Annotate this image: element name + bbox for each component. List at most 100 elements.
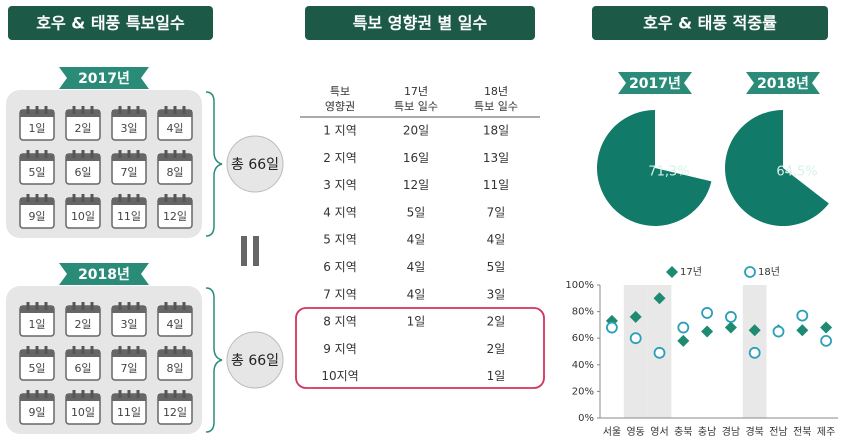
x-tick-label: 제주 <box>817 426 835 438</box>
ribbon <box>59 67 149 89</box>
table-cell: 4일 <box>487 233 506 247</box>
calendar-ring <box>44 302 48 310</box>
y-tick-label: 100% <box>565 280 594 291</box>
table-cell: 2일 <box>487 315 506 329</box>
calendar-ring <box>118 346 122 354</box>
calendar-ring <box>81 194 85 202</box>
table-cell: 2 지역 <box>323 151 357 165</box>
diamond-marker <box>748 324 761 337</box>
table-header: 특보 <box>330 85 350 98</box>
calendar-ring <box>118 106 122 114</box>
calendar-ring <box>72 346 76 354</box>
calendar-ring <box>44 390 48 398</box>
calendar-ring <box>127 302 131 310</box>
x-tick-label: 충북 <box>674 426 692 438</box>
day-label: 9일 <box>28 209 45 223</box>
calendar-ring <box>118 150 122 158</box>
calendar-ring <box>44 194 48 202</box>
circle-marker <box>744 266 756 278</box>
calendar-ring <box>182 194 186 202</box>
calendar-ring <box>35 150 39 158</box>
day-label: 7일 <box>120 361 137 375</box>
legend-label: 18년 <box>758 266 780 278</box>
calendar-ring <box>136 346 140 354</box>
calendar-ring <box>44 106 48 114</box>
calendar-ring <box>26 106 30 114</box>
calendar-ring <box>26 302 30 310</box>
calendar-ring <box>173 390 177 398</box>
table-cell: 6 지역 <box>323 260 357 274</box>
calendar-ring <box>164 302 168 310</box>
table-cell: 5일 <box>407 205 426 219</box>
panel-title: 호우 & 태풍 적중률 <box>643 14 777 33</box>
calendar-ring <box>81 346 85 354</box>
table-cell: 7 지역 <box>323 287 357 301</box>
calendar-ring <box>26 346 30 354</box>
pie-slice <box>725 110 829 227</box>
y-tick-label: 80% <box>572 307 594 318</box>
ribbon <box>746 72 820 94</box>
panel-banner <box>8 6 213 40</box>
diamond-marker <box>653 292 666 305</box>
diamond-marker <box>677 334 690 347</box>
total-label: 총 66일 <box>231 157 279 173</box>
calendar-ring <box>72 390 76 398</box>
circle-marker <box>653 346 666 359</box>
ribbon-label: 2017년 <box>78 71 130 87</box>
x-tick-label: 영서 <box>650 426 668 438</box>
table-cell: 7일 <box>487 205 506 219</box>
table-cell: 18일 <box>483 124 509 138</box>
calendar-ring <box>26 390 30 398</box>
panel-title: 호우 & 태풍 특보일수 <box>36 14 185 33</box>
table-cell: 20일 <box>403 124 429 138</box>
diamond-marker <box>666 266 678 278</box>
calendar-ring <box>72 106 76 114</box>
diamond-marker <box>796 324 809 337</box>
calendar-ring <box>127 194 131 202</box>
table-cell: 16일 <box>403 151 429 165</box>
diamond-marker <box>724 321 737 334</box>
pie-label: 64,5% <box>776 165 817 180</box>
calendar-ring <box>90 302 94 310</box>
table-cell: 1일 <box>407 315 426 329</box>
circle-marker <box>725 311 737 323</box>
table-header: 18년 <box>484 85 508 98</box>
ribbon <box>618 72 692 94</box>
x-tick-label: 영동 <box>626 426 644 438</box>
table-cell: 3 지역 <box>323 178 357 192</box>
legend-label: 17년 <box>680 266 702 278</box>
day-label: 8일 <box>166 361 183 375</box>
circle-marker <box>701 307 713 319</box>
table-cell: 2일 <box>487 342 506 356</box>
day-label: 12일 <box>163 209 187 223</box>
day-label: 5일 <box>28 165 45 179</box>
day-label: 2일 <box>74 121 91 135</box>
calendar-ring <box>127 150 131 158</box>
calendar-ring <box>90 390 94 398</box>
calendar-ring <box>44 346 48 354</box>
calendar-ring <box>164 106 168 114</box>
calendar-ring <box>182 390 186 398</box>
calendar-ring <box>35 106 39 114</box>
brace <box>205 91 223 237</box>
calendar-ring <box>182 346 186 354</box>
calendar-ring <box>136 390 140 398</box>
y-tick-label: 60% <box>572 333 594 344</box>
circle-marker <box>606 321 618 334</box>
day-label: 1일 <box>28 317 45 331</box>
table-cell: 4 지역 <box>323 205 357 219</box>
y-tick-label: 20% <box>572 386 594 397</box>
day-label: 8일 <box>166 165 183 179</box>
panel-title: 특보 영향권 별 일수 <box>353 14 488 33</box>
calendar-ring <box>90 150 94 158</box>
calendar-ring <box>118 194 122 202</box>
circle-marker <box>796 309 809 322</box>
ribbon-label: 2018년 <box>757 76 809 92</box>
calendar-ring <box>173 302 177 310</box>
y-tick-label: 0% <box>578 413 594 424</box>
table-header: 특보 일수 <box>474 99 518 113</box>
y-tick-label: 40% <box>572 360 594 371</box>
calendar-ring <box>127 106 131 114</box>
shaded-band <box>623 285 648 418</box>
ribbon-label: 2018년 <box>78 267 130 283</box>
